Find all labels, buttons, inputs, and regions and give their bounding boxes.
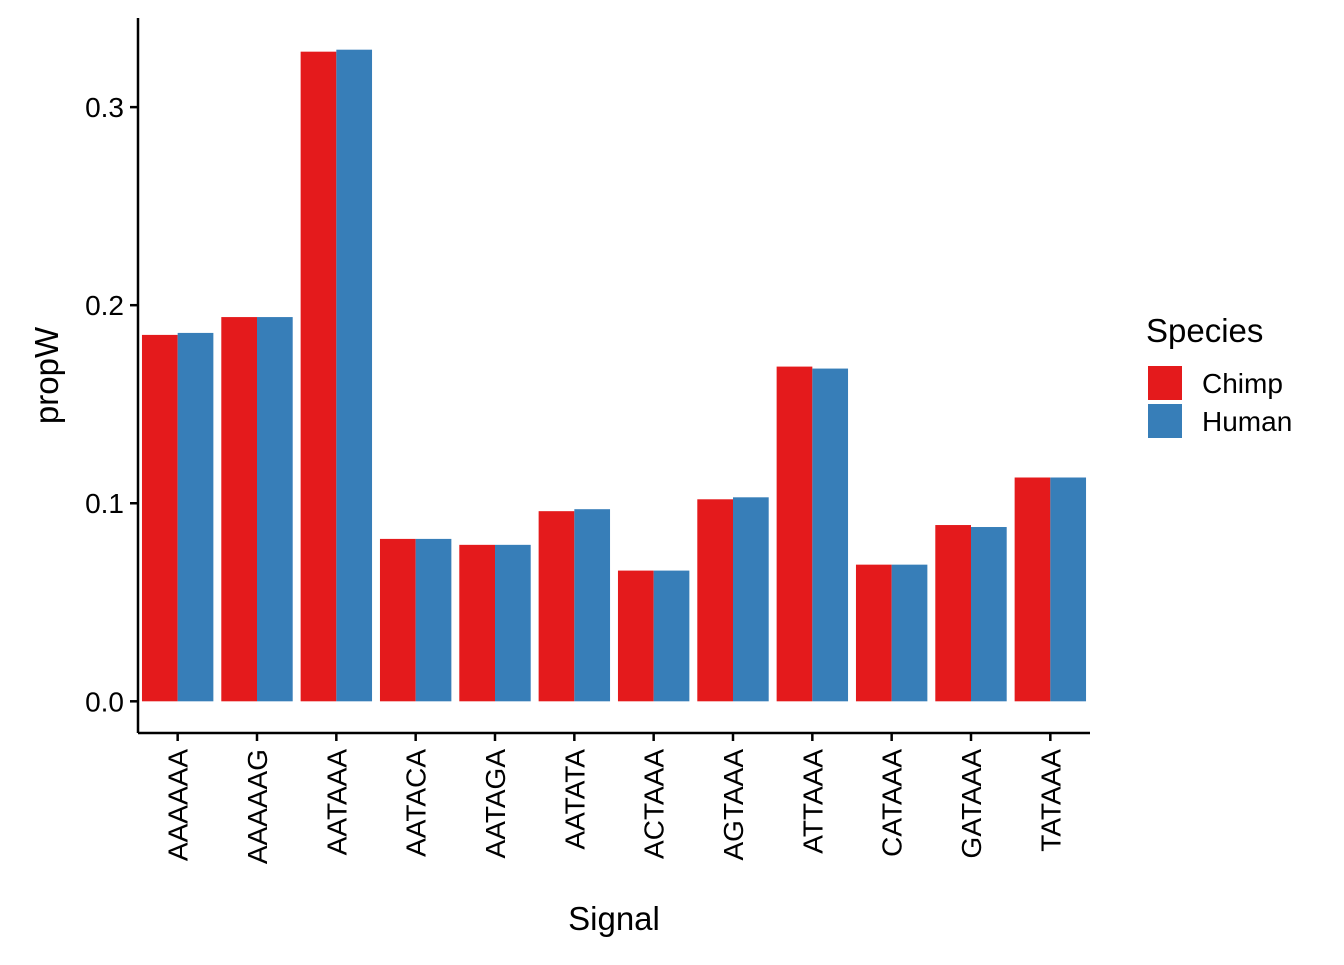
legend-swatch-chimp bbox=[1148, 366, 1182, 400]
bar-chimp-gataaa bbox=[935, 525, 971, 702]
x-tick-label: AATAGA bbox=[480, 749, 511, 859]
x-tick-label: CATAAA bbox=[877, 749, 908, 857]
bar-human-aataga bbox=[495, 544, 531, 702]
bar-human-aataca bbox=[415, 538, 452, 702]
bar-chimp-cataaa bbox=[855, 564, 892, 702]
y-axis: 0.0 0.1 0.2 0.3 bbox=[85, 18, 140, 733]
y-tick-label: 0.3 bbox=[85, 92, 124, 123]
bar-chimp-aataca bbox=[379, 538, 416, 702]
legend-label-chimp: Chimp bbox=[1202, 368, 1283, 399]
bars-group bbox=[141, 49, 1087, 702]
y-tick-label: 0.1 bbox=[85, 488, 124, 519]
x-tick-label: AATAAA bbox=[321, 749, 352, 856]
bar-chimp-attaaa bbox=[776, 366, 813, 702]
bar-human-actaaa bbox=[653, 570, 690, 702]
x-axis-title: Signal bbox=[568, 900, 660, 937]
x-tick-label: AGTAAA bbox=[718, 749, 749, 861]
bar-human-tataaa bbox=[1050, 477, 1087, 702]
x-tick-label: AAAAAA bbox=[163, 749, 194, 861]
bar-human-cataaa bbox=[891, 564, 928, 702]
y-tick-label: 0.0 bbox=[85, 686, 124, 717]
bar-chimp-aatata bbox=[538, 511, 575, 702]
legend-label-human: Human bbox=[1202, 406, 1292, 437]
x-tick-label: AATACA bbox=[401, 749, 432, 857]
bar-human-aataaa bbox=[336, 49, 373, 702]
bar-chimp-actaaa bbox=[617, 570, 654, 702]
bar-chimp-aaaaag bbox=[221, 317, 257, 702]
x-tick-label: GATAAA bbox=[956, 749, 987, 859]
bar-chimp-agtaaa bbox=[697, 499, 733, 702]
legend-title: Species bbox=[1146, 312, 1263, 349]
bar-human-aatata bbox=[574, 509, 611, 702]
bar-human-aaaaaa bbox=[177, 332, 214, 702]
bar-human-agtaaa bbox=[733, 497, 769, 702]
x-tick-label: ACTAAA bbox=[639, 749, 670, 859]
x-axis: AAAAAA AAAAAG AATAAA AATACA AATAGA AATATA ACTA… bbox=[138, 731, 1090, 864]
bar-chimp-tataaa bbox=[1014, 477, 1051, 702]
legend-items: Chimp Human bbox=[1148, 366, 1292, 438]
x-ticks: AAAAAA AAAAAG AATAAA AATACA AATAGA AATATA ACTA… bbox=[163, 733, 1066, 864]
x-tick-label: ATTAAA bbox=[797, 749, 828, 854]
bar-chimp-aataga bbox=[459, 544, 495, 702]
bar-human-aaaaag bbox=[257, 317, 293, 702]
bar-human-gataaa bbox=[971, 527, 1007, 702]
y-tick-label: 0.2 bbox=[85, 290, 124, 321]
x-tick-label: AAAAAG bbox=[242, 749, 273, 864]
x-tick-label: TATAAA bbox=[1035, 749, 1066, 852]
legend-swatch-human bbox=[1148, 404, 1182, 438]
x-tick-label: AATATA bbox=[559, 749, 590, 850]
y-axis-title: propW bbox=[28, 326, 65, 424]
bar-human-attaaa bbox=[812, 368, 849, 702]
legend: Species Chimp Human bbox=[1146, 312, 1292, 438]
y-ticks: 0.0 0.1 0.2 0.3 bbox=[85, 92, 138, 717]
bar-chimp-aaaaaa bbox=[141, 334, 178, 702]
bar-chimp-aataaa bbox=[300, 51, 337, 702]
